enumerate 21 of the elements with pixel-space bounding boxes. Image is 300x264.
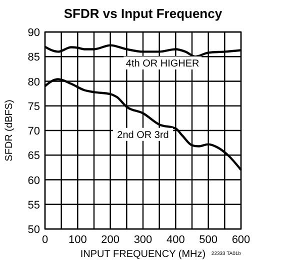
y-tick-label: 70: [28, 126, 40, 138]
x-tick-label: 200: [101, 234, 120, 246]
y-tick-label: 65: [28, 150, 40, 162]
y-tick-label: 55: [28, 199, 40, 212]
series-label: 4th OR HIGHER: [126, 58, 200, 70]
y-tick-label: 85: [28, 52, 40, 64]
y-tick-label: 90: [28, 27, 40, 39]
x-tick-label: 300: [134, 234, 152, 246]
x-tick-label: 100: [68, 234, 87, 246]
chart-title: SFDR vs Input Frequency: [64, 6, 223, 21]
y-axis-title: SFDR (dBFS): [4, 100, 15, 162]
series-label: 2nd OR 3rd: [117, 130, 169, 141]
y-tick-label: 50: [28, 224, 40, 236]
x-tick-label: 0: [42, 234, 48, 246]
x-axis-title: INPUT FREQUENCY (MHz): [80, 249, 206, 260]
x-tick-label: 500: [199, 234, 218, 246]
y-tick-label: 80: [28, 76, 40, 88]
y-tick-label: 60: [28, 174, 40, 187]
y-tick-label: 75: [28, 100, 40, 113]
x-tick-label: 600: [232, 234, 250, 246]
x-tick-label: 400: [166, 234, 185, 246]
